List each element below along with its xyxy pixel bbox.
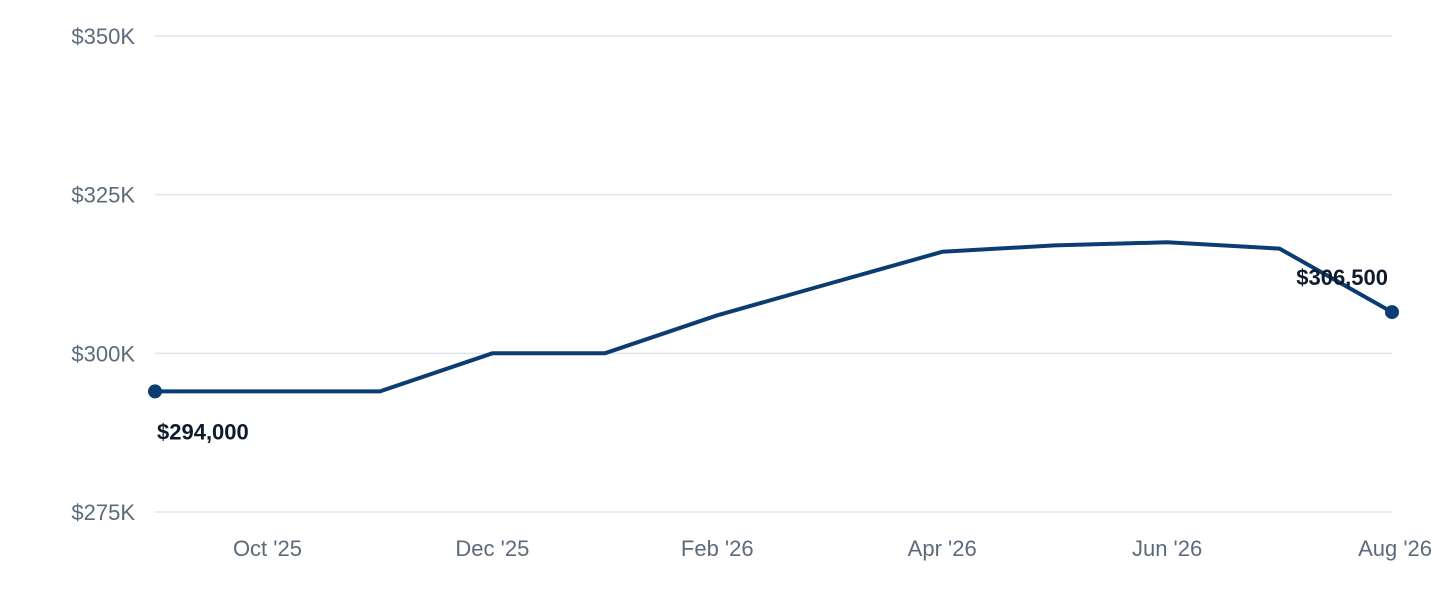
y-tick-label: $350K (71, 24, 135, 49)
data-point-marker[interactable] (1385, 305, 1399, 319)
x-tick-label: Jun '26 (1132, 536, 1202, 561)
data-point-marker[interactable] (148, 384, 162, 398)
data-point-label: $294,000 (157, 419, 249, 444)
series (155, 242, 1392, 391)
x-tick-label: Apr '26 (908, 536, 977, 561)
x-tick-label: Oct '25 (233, 536, 302, 561)
x-tick-label: Aug '26 (1358, 536, 1432, 561)
y-axis: $275K $300K $325K $350K (71, 24, 135, 525)
grid-lines (155, 36, 1392, 512)
y-tick-label: $325K (71, 183, 135, 208)
series-line (155, 242, 1392, 391)
x-tick-label: Feb '26 (681, 536, 754, 561)
x-tick-label: Dec '25 (455, 536, 529, 561)
data-point-label: $306,500 (1296, 265, 1388, 290)
y-tick-label: $300K (71, 341, 135, 366)
x-axis: Oct '25 Dec '25 Feb '26 Apr '26 Jun '26 Aug '… (233, 536, 1432, 561)
annotations: $294,000 $306,500 (148, 265, 1399, 444)
y-tick-label: $275K (71, 500, 135, 525)
